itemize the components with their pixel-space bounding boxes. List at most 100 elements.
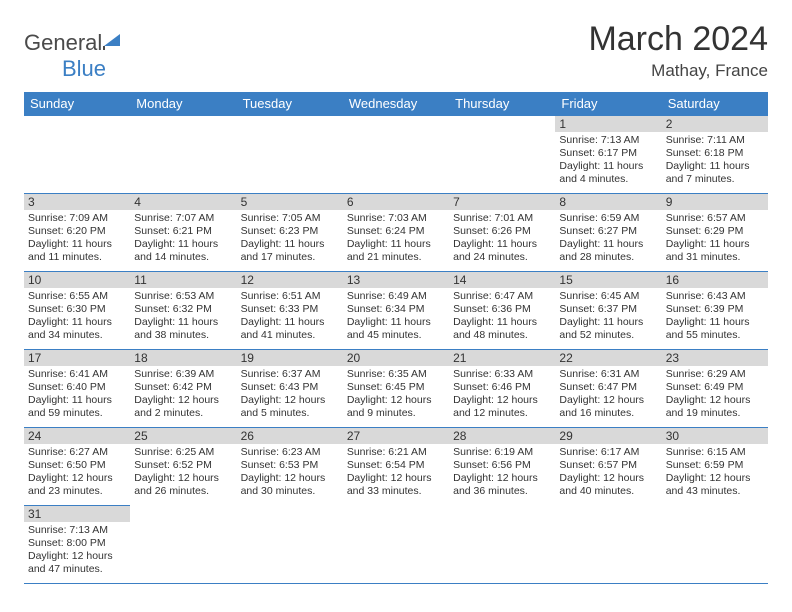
sunrise-text: Sunrise: 7:03 AM: [347, 212, 445, 225]
calendar-day-cell: 20Sunrise: 6:35 AMSunset: 6:45 PMDayligh…: [343, 350, 449, 428]
day-number: 1: [555, 116, 661, 132]
sunrise-text: Sunrise: 6:31 AM: [559, 368, 657, 381]
daylight-text: Daylight: 11 hours and 31 minutes.: [666, 238, 764, 264]
daylight-text: Daylight: 12 hours and 23 minutes.: [28, 472, 126, 498]
daylight-text: Daylight: 12 hours and 40 minutes.: [559, 472, 657, 498]
sunset-text: Sunset: 6:52 PM: [134, 459, 232, 472]
weekday-header-row: SundayMondayTuesdayWednesdayThursdayFrid…: [24, 92, 768, 116]
weekday-header: Friday: [555, 92, 661, 116]
day-info: Sunrise: 6:59 AMSunset: 6:27 PMDaylight:…: [555, 210, 661, 266]
calendar-day-cell: 24Sunrise: 6:27 AMSunset: 6:50 PMDayligh…: [24, 428, 130, 506]
calendar-day-cell: 25Sunrise: 6:25 AMSunset: 6:52 PMDayligh…: [130, 428, 236, 506]
calendar-day-cell: 10Sunrise: 6:55 AMSunset: 6:30 PMDayligh…: [24, 272, 130, 350]
calendar-body: 1Sunrise: 7:13 AMSunset: 6:17 PMDaylight…: [24, 116, 768, 584]
calendar-day-cell: [237, 506, 343, 584]
day-number: 3: [24, 194, 130, 210]
daylight-text: Daylight: 12 hours and 2 minutes.: [134, 394, 232, 420]
calendar-day-cell: [130, 506, 236, 584]
sunrise-text: Sunrise: 6:19 AM: [453, 446, 551, 459]
calendar-table: SundayMondayTuesdayWednesdayThursdayFrid…: [24, 92, 768, 584]
day-info: Sunrise: 6:33 AMSunset: 6:46 PMDaylight:…: [449, 366, 555, 422]
day-number: 13: [343, 272, 449, 288]
day-info: Sunrise: 7:01 AMSunset: 6:26 PMDaylight:…: [449, 210, 555, 266]
weekday-header: Thursday: [449, 92, 555, 116]
sunrise-text: Sunrise: 6:21 AM: [347, 446, 445, 459]
sunrise-text: Sunrise: 7:09 AM: [28, 212, 126, 225]
calendar-day-cell: [130, 116, 236, 194]
sunset-text: Sunset: 6:39 PM: [666, 303, 764, 316]
sunset-text: Sunset: 6:57 PM: [559, 459, 657, 472]
sunset-text: Sunset: 6:23 PM: [241, 225, 339, 238]
day-number: 23: [662, 350, 768, 366]
calendar-day-cell: 13Sunrise: 6:49 AMSunset: 6:34 PMDayligh…: [343, 272, 449, 350]
day-number: 8: [555, 194, 661, 210]
calendar-day-cell: 27Sunrise: 6:21 AMSunset: 6:54 PMDayligh…: [343, 428, 449, 506]
day-info: Sunrise: 6:49 AMSunset: 6:34 PMDaylight:…: [343, 288, 449, 344]
sunrise-text: Sunrise: 6:39 AM: [134, 368, 232, 381]
day-info: Sunrise: 6:27 AMSunset: 6:50 PMDaylight:…: [24, 444, 130, 500]
calendar-day-cell: 21Sunrise: 6:33 AMSunset: 6:46 PMDayligh…: [449, 350, 555, 428]
day-info: Sunrise: 6:55 AMSunset: 6:30 PMDaylight:…: [24, 288, 130, 344]
sunset-text: Sunset: 6:37 PM: [559, 303, 657, 316]
calendar-day-cell: 11Sunrise: 6:53 AMSunset: 6:32 PMDayligh…: [130, 272, 236, 350]
calendar-day-cell: [449, 116, 555, 194]
sunset-text: Sunset: 6:21 PM: [134, 225, 232, 238]
sunrise-text: Sunrise: 7:13 AM: [28, 524, 126, 537]
sunset-text: Sunset: 6:32 PM: [134, 303, 232, 316]
sunset-text: Sunset: 6:42 PM: [134, 381, 232, 394]
sunset-text: Sunset: 6:46 PM: [453, 381, 551, 394]
calendar-week-row: 31Sunrise: 7:13 AMSunset: 8:00 PMDayligh…: [24, 506, 768, 584]
day-info: Sunrise: 6:45 AMSunset: 6:37 PMDaylight:…: [555, 288, 661, 344]
day-number: 28: [449, 428, 555, 444]
daylight-text: Daylight: 12 hours and 5 minutes.: [241, 394, 339, 420]
daylight-text: Daylight: 11 hours and 38 minutes.: [134, 316, 232, 342]
day-number: 22: [555, 350, 661, 366]
calendar-day-cell: [24, 116, 130, 194]
sunrise-text: Sunrise: 6:57 AM: [666, 212, 764, 225]
sunset-text: Sunset: 6:45 PM: [347, 381, 445, 394]
day-number: 7: [449, 194, 555, 210]
logo-word-2: Blue: [62, 56, 106, 81]
daylight-text: Daylight: 11 hours and 24 minutes.: [453, 238, 551, 264]
sunrise-text: Sunrise: 6:55 AM: [28, 290, 126, 303]
calendar-day-cell: [343, 506, 449, 584]
day-info: Sunrise: 6:47 AMSunset: 6:36 PMDaylight:…: [449, 288, 555, 344]
calendar-day-cell: 19Sunrise: 6:37 AMSunset: 6:43 PMDayligh…: [237, 350, 343, 428]
sunset-text: Sunset: 6:24 PM: [347, 225, 445, 238]
day-number: 15: [555, 272, 661, 288]
sunset-text: Sunset: 6:26 PM: [453, 225, 551, 238]
daylight-text: Daylight: 12 hours and 30 minutes.: [241, 472, 339, 498]
title-block: March 2024 Mathay, France: [588, 20, 768, 81]
day-number: 21: [449, 350, 555, 366]
sunset-text: Sunset: 6:43 PM: [241, 381, 339, 394]
day-number: 4: [130, 194, 236, 210]
weekday-header: Sunday: [24, 92, 130, 116]
calendar-day-cell: 22Sunrise: 6:31 AMSunset: 6:47 PMDayligh…: [555, 350, 661, 428]
daylight-text: Daylight: 11 hours and 59 minutes.: [28, 394, 126, 420]
calendar-day-cell: 26Sunrise: 6:23 AMSunset: 6:53 PMDayligh…: [237, 428, 343, 506]
day-number: 30: [662, 428, 768, 444]
calendar-day-cell: 16Sunrise: 6:43 AMSunset: 6:39 PMDayligh…: [662, 272, 768, 350]
day-info: Sunrise: 7:05 AMSunset: 6:23 PMDaylight:…: [237, 210, 343, 266]
day-number: 18: [130, 350, 236, 366]
sunrise-text: Sunrise: 6:17 AM: [559, 446, 657, 459]
daylight-text: Daylight: 11 hours and 48 minutes.: [453, 316, 551, 342]
daylight-text: Daylight: 11 hours and 11 minutes.: [28, 238, 126, 264]
sunrise-text: Sunrise: 7:13 AM: [559, 134, 657, 147]
day-info: Sunrise: 6:23 AMSunset: 6:53 PMDaylight:…: [237, 444, 343, 500]
sunrise-text: Sunrise: 6:53 AM: [134, 290, 232, 303]
calendar-day-cell: 14Sunrise: 6:47 AMSunset: 6:36 PMDayligh…: [449, 272, 555, 350]
calendar-day-cell: 30Sunrise: 6:15 AMSunset: 6:59 PMDayligh…: [662, 428, 768, 506]
day-number: 6: [343, 194, 449, 210]
calendar-day-cell: 8Sunrise: 6:59 AMSunset: 6:27 PMDaylight…: [555, 194, 661, 272]
location: Mathay, France: [588, 61, 768, 81]
sunset-text: Sunset: 6:36 PM: [453, 303, 551, 316]
day-info: Sunrise: 6:19 AMSunset: 6:56 PMDaylight:…: [449, 444, 555, 500]
day-number: 31: [24, 506, 130, 522]
day-number: 24: [24, 428, 130, 444]
sunrise-text: Sunrise: 6:59 AM: [559, 212, 657, 225]
daylight-text: Daylight: 12 hours and 12 minutes.: [453, 394, 551, 420]
sunrise-text: Sunrise: 6:23 AM: [241, 446, 339, 459]
calendar-day-cell: 31Sunrise: 7:13 AMSunset: 8:00 PMDayligh…: [24, 506, 130, 584]
day-number: 9: [662, 194, 768, 210]
